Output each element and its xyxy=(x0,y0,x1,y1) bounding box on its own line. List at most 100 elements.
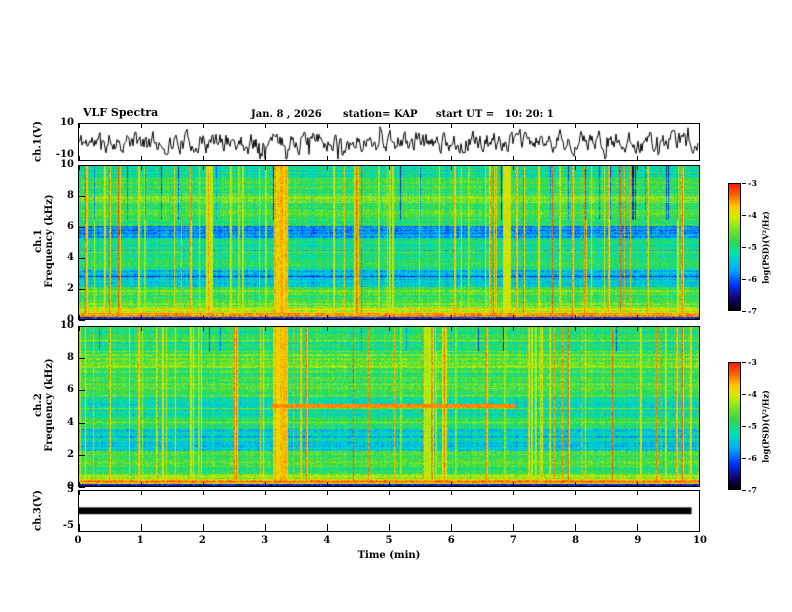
minor-tick-mark xyxy=(575,327,576,331)
minor-tick-mark xyxy=(327,327,328,331)
x-tick-mark xyxy=(265,524,266,531)
minor-tick-mark xyxy=(389,491,390,495)
colorbar-tick-label: -3 xyxy=(748,178,757,188)
y-tick-label: 10 xyxy=(60,159,74,170)
minor-tick-mark xyxy=(699,482,700,486)
colorbar-tick-label: -6 xyxy=(748,453,757,463)
minor-tick-mark xyxy=(327,491,328,495)
minor-tick-mark xyxy=(513,327,514,331)
minor-tick-mark xyxy=(265,156,266,160)
y-tick-mark xyxy=(79,320,85,321)
header-station: station= KAP xyxy=(343,109,418,120)
y-tick-mark xyxy=(79,258,85,259)
y-tick-label: 0 xyxy=(67,314,74,325)
minor-tick-mark xyxy=(389,124,390,128)
y-tick-label: 10 xyxy=(60,320,74,331)
x-tick-label: 10 xyxy=(693,535,707,546)
minor-tick-mark xyxy=(141,124,142,128)
minor-tick-mark xyxy=(265,166,266,170)
minor-tick-mark xyxy=(141,315,142,319)
x-tick-mark xyxy=(327,524,328,531)
x-tick-label: 4 xyxy=(323,535,331,546)
y-tick-mark xyxy=(79,227,85,228)
minor-tick-mark xyxy=(575,491,576,495)
minor-tick-mark xyxy=(203,491,204,495)
minor-tick-mark xyxy=(389,482,390,486)
colorbar-1 xyxy=(728,183,741,311)
minor-tick-mark xyxy=(79,124,80,128)
y-tick-mark xyxy=(79,423,85,424)
y-tick-label: -10 xyxy=(55,149,74,160)
colorbar-tick-mark xyxy=(742,183,746,184)
minor-tick-mark xyxy=(699,327,700,331)
colorbar-tick-mark xyxy=(742,458,746,459)
minor-tick-mark xyxy=(451,156,452,160)
minor-tick-mark xyxy=(327,482,328,486)
minor-tick-mark xyxy=(637,124,638,128)
x-tick-label: 0 xyxy=(74,535,82,546)
minor-tick-mark xyxy=(141,491,142,495)
minor-tick-mark xyxy=(637,156,638,160)
panel-ch1-voltage xyxy=(78,123,700,161)
x-tick-label: 5 xyxy=(385,535,393,546)
minor-tick-mark xyxy=(265,315,266,319)
y-tick-label: 8 xyxy=(67,352,74,364)
minor-tick-mark xyxy=(637,166,638,170)
colorbar-1-label: log(PSD)(V²/Hz) xyxy=(760,211,771,284)
minor-tick-mark xyxy=(389,156,390,160)
minor-tick-mark xyxy=(513,482,514,486)
minor-tick-mark xyxy=(451,482,452,486)
x-tick-label: 3 xyxy=(261,535,269,546)
minor-tick-mark xyxy=(451,327,452,331)
colorbar-tick-mark xyxy=(742,394,746,395)
minor-tick-mark xyxy=(699,166,700,170)
minor-tick-mark xyxy=(265,491,266,495)
minor-tick-mark xyxy=(575,315,576,319)
minor-tick-mark xyxy=(203,156,204,160)
ch2-spectrogram-canvas xyxy=(79,327,699,486)
ch1-waveform-canvas xyxy=(79,124,699,160)
minor-tick-mark xyxy=(513,166,514,170)
x-tick-label: 6 xyxy=(447,535,455,546)
x-tick-mark xyxy=(451,524,452,531)
minor-tick-mark xyxy=(451,315,452,319)
minor-tick-mark xyxy=(79,166,80,170)
minor-tick-mark xyxy=(327,166,328,170)
colorbar-tick-label: -6 xyxy=(748,274,757,284)
colorbar-tick-label: -5 xyxy=(748,421,757,431)
x-tick-mark xyxy=(203,524,204,531)
minor-tick-mark xyxy=(451,491,452,495)
x-tick-label: 2 xyxy=(198,535,206,546)
minor-tick-mark xyxy=(389,166,390,170)
minor-tick-mark xyxy=(203,482,204,486)
minor-tick-mark xyxy=(699,315,700,319)
panel-ch1-spectrogram xyxy=(78,165,700,320)
y-tick-label: 6 xyxy=(67,384,74,396)
minor-tick-mark xyxy=(79,491,80,495)
minor-tick-mark xyxy=(575,482,576,486)
x-tick-mark xyxy=(513,524,514,531)
minor-tick-mark xyxy=(79,482,80,486)
colorbar-tick-mark xyxy=(742,426,746,427)
figure-title: VLF Spectra xyxy=(83,106,159,119)
colorbar-2 xyxy=(728,362,741,490)
header-start-ut: start UT = 10: 20: 1 xyxy=(436,109,554,120)
minor-tick-mark xyxy=(79,315,80,319)
y-tick-mark xyxy=(79,326,85,327)
minor-tick-mark xyxy=(575,166,576,170)
y-tick-label: 4 xyxy=(67,416,74,428)
y-tick-label: 10 xyxy=(60,117,74,128)
y-tick-label: 5 xyxy=(67,484,74,495)
colorbar-tick-mark xyxy=(742,362,746,363)
minor-tick-mark xyxy=(575,124,576,128)
minor-tick-mark xyxy=(265,124,266,128)
y-tick-mark xyxy=(79,165,85,166)
minor-tick-mark xyxy=(389,315,390,319)
y-tick-mark xyxy=(79,196,85,197)
minor-tick-mark xyxy=(327,124,328,128)
ch1-spectrogram-canvas xyxy=(79,166,699,319)
minor-tick-mark xyxy=(637,482,638,486)
x-tick-label: 8 xyxy=(572,535,580,546)
minor-tick-mark xyxy=(513,491,514,495)
